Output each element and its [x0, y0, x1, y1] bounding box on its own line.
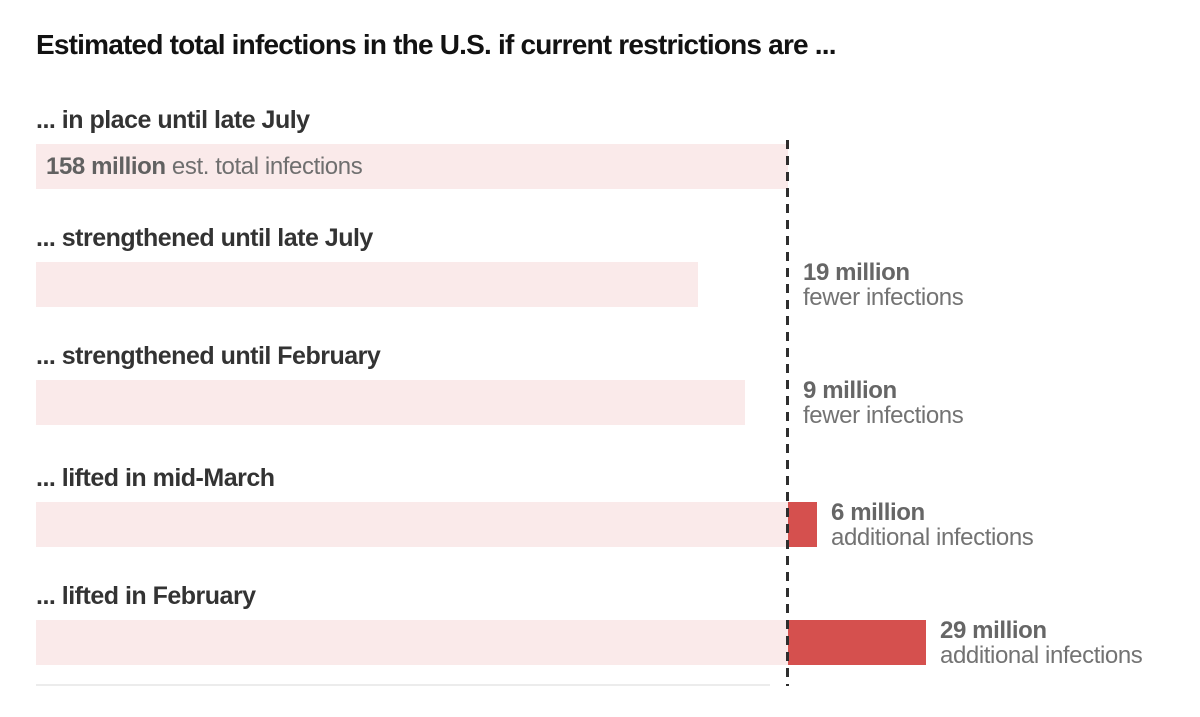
annotation-caption: fewer infections [803, 284, 964, 311]
scenario-row: ... strengthened until late July [36, 224, 1200, 307]
annotation-value: 6 million [831, 499, 925, 526]
bar-base-segment [36, 144, 788, 189]
chart-title: Estimated total infections in the U.S. i… [36, 29, 837, 60]
bar-strengthened-until-late-july [36, 262, 1200, 307]
annotation-value: 9 million [803, 377, 897, 404]
annotation-caption: additional infections [940, 642, 1143, 669]
annotation-caption: fewer infections [803, 402, 964, 429]
annotation-additional-6m: 6 million additional infections [831, 499, 1034, 551]
bar-additional-segment [788, 502, 817, 547]
bottom-axis-line [36, 684, 770, 686]
bar-value-bold: 158 million [46, 153, 166, 180]
bar-base-segment [36, 620, 788, 665]
annotation-value: 19 million [803, 259, 910, 286]
bar-base-segment [36, 502, 788, 547]
annotation-caption: additional infections [831, 524, 1034, 551]
bar-strengthened-until-february [36, 380, 1200, 425]
scenario-label: ... in place until late July [36, 106, 310, 134]
bar-base-segment [36, 262, 698, 307]
scenario-label: ... strengthened until February [36, 342, 381, 370]
bar-value-rest: est. total infections [165, 153, 363, 180]
scenario-row: ... lifted in mid-March [36, 464, 1200, 547]
baseline-reference-dashed-line [786, 140, 789, 686]
scenario-label: ... lifted in mid-March [36, 464, 275, 492]
scenario-row: ... in place until late July 158 million… [36, 106, 1200, 189]
bar-lifted-in-february [36, 620, 1200, 665]
scenario-row: ... strengthened until February [36, 342, 1200, 425]
bar-additional-segment [788, 620, 926, 665]
annotation-value: 29 million [940, 617, 1047, 644]
scenario-label: ... strengthened until late July [36, 224, 373, 252]
annotation-additional-29m: 29 million additional infections [940, 617, 1143, 669]
annotation-fewer-19m: 19 million fewer infections [803, 259, 964, 311]
scenario-label: ... lifted in February [36, 582, 256, 610]
bar-lifted-in-mid-march [36, 502, 1200, 547]
scenario-row: ... lifted in February [36, 582, 1200, 665]
bar-in-place-until-late-july: 158 million est. total infections [36, 144, 1200, 189]
bar-base-segment [36, 380, 745, 425]
bar-value-label: 158 million est. total infections [46, 144, 363, 189]
annotation-fewer-9m: 9 million fewer infections [803, 377, 964, 429]
